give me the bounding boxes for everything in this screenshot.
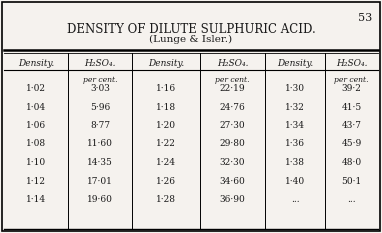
Text: Density.: Density. (277, 59, 313, 68)
Text: 48·0: 48·0 (342, 158, 361, 167)
Text: 24·76: 24·76 (220, 103, 245, 112)
Text: 1·24: 1·24 (156, 158, 176, 167)
Text: 1·30: 1·30 (285, 84, 305, 93)
Text: 45·9: 45·9 (342, 140, 362, 148)
Text: 29·80: 29·80 (220, 140, 245, 148)
Text: 39·2: 39·2 (342, 84, 361, 93)
Text: H₂SO₄.: H₂SO₄. (217, 59, 248, 68)
Text: 1·04: 1·04 (26, 103, 46, 112)
Text: 50·1: 50·1 (342, 177, 362, 185)
Text: (Lunge & Isler.): (Lunge & Isler.) (149, 35, 233, 44)
Text: 27·30: 27·30 (220, 121, 245, 130)
Text: 34·60: 34·60 (220, 177, 245, 185)
Text: 1·02: 1·02 (26, 84, 46, 93)
Text: 1·12: 1·12 (26, 177, 46, 185)
Text: 1·06: 1·06 (26, 121, 46, 130)
Text: per cent.: per cent. (83, 76, 117, 84)
Text: 17·01: 17·01 (87, 177, 113, 185)
Text: 8·77: 8·77 (90, 121, 110, 130)
Text: 1·18: 1·18 (156, 103, 176, 112)
Text: 14·35: 14·35 (87, 158, 113, 167)
Text: per cent.: per cent. (215, 76, 250, 84)
Text: 1·28: 1·28 (156, 195, 176, 204)
Text: 5·96: 5·96 (90, 103, 110, 112)
Text: per cent.: per cent. (334, 76, 369, 84)
Text: 1·20: 1·20 (156, 121, 176, 130)
Text: DENSITY OF DILUTE SULPHURIC ACID.: DENSITY OF DILUTE SULPHURIC ACID. (66, 23, 316, 36)
Text: 1·08: 1·08 (26, 140, 46, 148)
Text: 41·5: 41·5 (342, 103, 362, 112)
Text: H₂SO₄.: H₂SO₄. (84, 59, 116, 68)
Text: 43·7: 43·7 (342, 121, 361, 130)
Text: 36·90: 36·90 (220, 195, 245, 204)
Text: 1·38: 1·38 (285, 158, 305, 167)
Text: 1·34: 1·34 (285, 121, 305, 130)
Text: 1·32: 1·32 (285, 103, 305, 112)
Text: 11·60: 11·60 (87, 140, 113, 148)
Text: 1·40: 1·40 (285, 177, 305, 185)
Text: 3·03: 3·03 (90, 84, 110, 93)
Text: Density.: Density. (148, 59, 184, 68)
Text: 1·16: 1·16 (156, 84, 176, 93)
Text: H₂SO₄.: H₂SO₄. (336, 59, 367, 68)
Text: ...: ... (291, 195, 299, 204)
Text: 32·30: 32·30 (220, 158, 245, 167)
Text: 22·19: 22·19 (220, 84, 245, 93)
Text: 1·22: 1·22 (156, 140, 176, 148)
Text: 1·26: 1·26 (156, 177, 176, 185)
Text: 1·36: 1·36 (285, 140, 305, 148)
Text: Density.: Density. (18, 59, 54, 68)
Text: 1·10: 1·10 (26, 158, 46, 167)
Text: ...: ... (347, 195, 356, 204)
Text: 1·14: 1·14 (26, 195, 46, 204)
Text: 53: 53 (358, 13, 372, 23)
Text: 19·60: 19·60 (87, 195, 113, 204)
